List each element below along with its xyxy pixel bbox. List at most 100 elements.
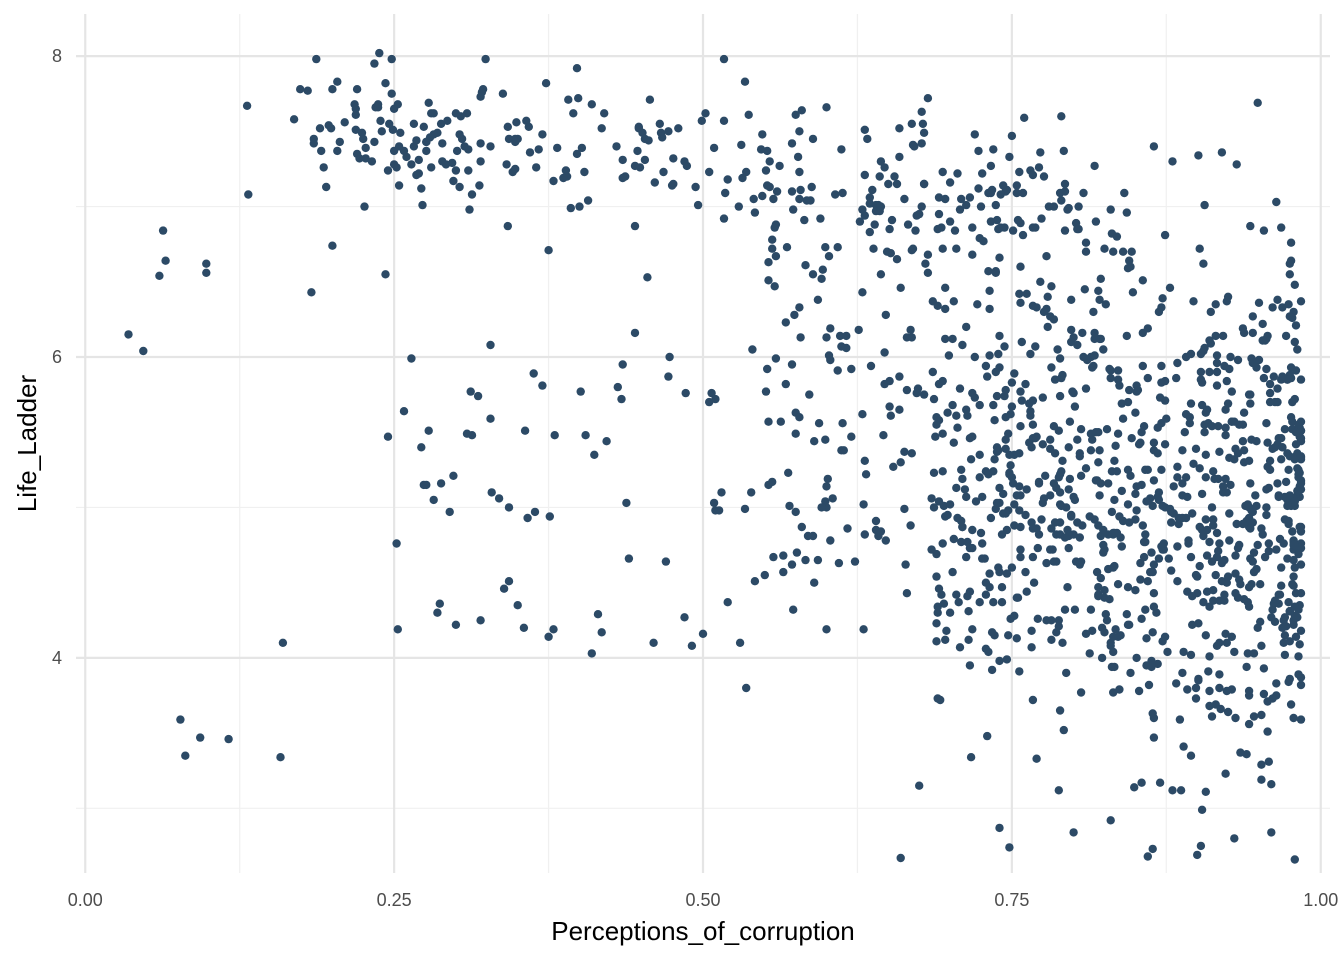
data-point xyxy=(962,492,971,502)
data-point xyxy=(1173,542,1182,551)
data-point xyxy=(1028,695,1038,705)
data-point xyxy=(1006,461,1015,470)
data-point xyxy=(1149,438,1159,447)
data-point xyxy=(750,577,760,586)
data-point xyxy=(1263,462,1272,471)
data-point xyxy=(1214,422,1223,431)
data-point xyxy=(1284,598,1293,607)
data-point xyxy=(721,188,730,198)
data-point xyxy=(955,643,965,652)
data-point xyxy=(1172,679,1181,688)
data-point xyxy=(1246,479,1255,488)
data-point xyxy=(919,128,929,137)
data-point xyxy=(808,134,818,144)
data-point xyxy=(1184,536,1193,545)
data-point xyxy=(1173,462,1182,471)
data-point xyxy=(761,387,771,396)
data-point xyxy=(1244,719,1254,729)
data-point xyxy=(1131,489,1140,499)
data-point xyxy=(1002,569,1012,578)
data-point xyxy=(276,753,285,762)
data-point xyxy=(1259,226,1269,235)
data-point xyxy=(1043,322,1052,332)
data-point xyxy=(1222,297,1232,306)
data-point xyxy=(1037,515,1046,524)
data-point xyxy=(1141,605,1150,614)
data-point xyxy=(1280,515,1290,524)
data-point xyxy=(1225,536,1234,545)
data-point xyxy=(1294,420,1303,429)
data-point xyxy=(1284,300,1293,309)
data-point xyxy=(561,166,571,175)
data-point xyxy=(1281,477,1291,487)
data-point xyxy=(952,411,961,420)
data-point xyxy=(399,407,409,416)
data-point xyxy=(1021,379,1030,389)
data-point xyxy=(394,181,404,190)
data-point xyxy=(991,200,1000,210)
data-point xyxy=(659,167,668,177)
data-point xyxy=(1026,349,1035,359)
data-point xyxy=(884,179,893,189)
data-point xyxy=(1288,580,1297,589)
data-point xyxy=(1096,479,1106,488)
data-point xyxy=(1194,674,1203,684)
data-point xyxy=(1039,307,1049,317)
data-point xyxy=(352,85,362,94)
data-point xyxy=(1204,667,1213,676)
data-point xyxy=(1028,420,1038,429)
data-point xyxy=(858,410,867,419)
data-point xyxy=(994,349,1003,359)
data-point xyxy=(1109,632,1118,641)
data-point xyxy=(520,426,530,435)
data-point xyxy=(831,190,840,199)
data-point xyxy=(630,328,640,338)
data-point xyxy=(978,492,987,502)
data-point xyxy=(124,330,133,339)
data-point xyxy=(1022,289,1031,298)
data-point xyxy=(1081,629,1091,638)
data-point xyxy=(436,479,446,488)
data-point xyxy=(1131,408,1140,417)
data-point xyxy=(1012,188,1021,198)
data-point xyxy=(377,127,386,136)
data-point xyxy=(1038,393,1048,402)
data-point xyxy=(1201,408,1211,417)
data-point xyxy=(1157,378,1166,387)
data-point xyxy=(1136,558,1145,568)
y-tick-label: 8 xyxy=(52,46,62,66)
data-point xyxy=(532,163,541,172)
data-point xyxy=(995,498,1004,508)
data-point xyxy=(422,480,431,490)
data-point xyxy=(929,468,939,477)
data-point xyxy=(438,157,447,166)
data-point xyxy=(933,224,942,234)
data-point xyxy=(1117,399,1127,408)
data-point xyxy=(1095,334,1104,344)
data-point xyxy=(1016,491,1025,500)
data-point xyxy=(1225,364,1234,374)
data-point xyxy=(1042,616,1051,625)
data-point xyxy=(1064,443,1073,452)
data-point xyxy=(1201,473,1211,482)
data-point xyxy=(1200,420,1209,429)
data-point xyxy=(1288,527,1297,536)
data-point xyxy=(785,501,794,511)
data-point xyxy=(964,635,973,644)
data-point xyxy=(1094,286,1103,295)
data-point xyxy=(580,167,589,177)
data-point xyxy=(787,187,797,196)
data-point xyxy=(1131,586,1140,595)
data-point xyxy=(665,352,674,362)
data-point xyxy=(1148,501,1157,511)
data-point xyxy=(1179,742,1188,751)
data-point xyxy=(649,638,658,647)
data-point xyxy=(1049,557,1059,566)
data-point xyxy=(1272,545,1281,554)
data-point xyxy=(1138,276,1148,285)
data-point xyxy=(1178,446,1187,455)
data-point xyxy=(1176,786,1186,795)
data-point xyxy=(1209,467,1218,476)
x-axis-tick-labels: 0.00 0.25 0.50 0.75 1.00 xyxy=(68,890,1339,910)
data-point xyxy=(808,531,818,541)
